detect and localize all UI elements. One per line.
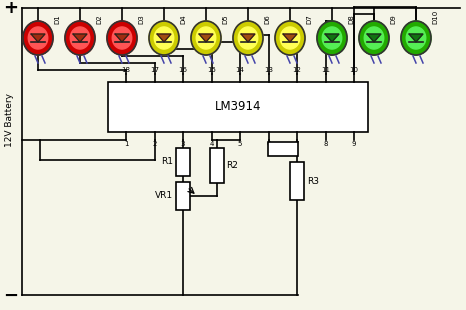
Text: +: + [3,0,18,17]
Polygon shape [157,34,171,42]
Polygon shape [199,34,213,42]
Text: 5: 5 [238,141,242,147]
Text: R1: R1 [161,157,173,166]
Ellipse shape [154,27,174,49]
Text: 13: 13 [264,67,273,73]
Ellipse shape [70,27,90,49]
Text: D8: D8 [348,14,354,24]
Text: 12: 12 [293,67,302,73]
Polygon shape [325,34,339,42]
Bar [176,182,190,210]
Bar [290,162,304,200]
Text: 16: 16 [178,67,187,73]
Ellipse shape [317,21,347,55]
Ellipse shape [28,27,48,49]
Text: 9: 9 [352,141,356,147]
Text: R2: R2 [226,161,239,170]
Text: 11: 11 [321,67,330,73]
Ellipse shape [280,27,300,49]
Polygon shape [31,34,45,42]
Text: 18: 18 [122,67,130,73]
Ellipse shape [112,27,132,49]
Polygon shape [73,34,87,42]
Text: 14: 14 [235,67,245,73]
Ellipse shape [107,21,137,55]
Text: D3: D3 [138,14,144,24]
Text: 4: 4 [209,141,214,147]
Bar [108,82,368,132]
Text: 12V Battery: 12V Battery [6,93,14,147]
Polygon shape [283,34,297,42]
Text: D6: D6 [264,14,270,24]
Ellipse shape [401,21,431,55]
Ellipse shape [196,27,216,49]
Polygon shape [115,34,129,42]
Ellipse shape [322,27,342,49]
Ellipse shape [65,21,95,55]
Ellipse shape [364,27,384,49]
Text: R3: R3 [307,176,319,185]
Bar [210,148,224,183]
Text: D1: D1 [54,14,60,24]
Ellipse shape [275,21,305,55]
Bar [176,148,190,176]
Bar [267,142,298,156]
Ellipse shape [191,21,221,55]
Text: D7: D7 [306,14,312,24]
Ellipse shape [238,27,258,49]
Text: D2: D2 [96,14,102,24]
Text: VR1: VR1 [155,192,173,201]
Text: 17: 17 [150,67,159,73]
Ellipse shape [23,21,53,55]
Polygon shape [367,34,381,42]
Ellipse shape [359,21,389,55]
Polygon shape [241,34,255,42]
Ellipse shape [406,27,426,49]
Text: 2: 2 [152,141,157,147]
Ellipse shape [149,21,179,55]
Text: 7: 7 [295,141,299,147]
Text: D5: D5 [222,14,228,24]
Text: D9: D9 [390,14,396,24]
Ellipse shape [233,21,263,55]
Polygon shape [409,34,423,42]
Text: 15: 15 [207,67,216,73]
Text: 3: 3 [181,141,185,147]
Text: 1: 1 [124,141,128,147]
Text: LM3914: LM3914 [215,100,261,113]
Text: D4: D4 [180,14,186,24]
Text: 10: 10 [350,67,358,73]
Text: D10: D10 [432,10,438,24]
Text: 8: 8 [323,141,328,147]
Text: −: − [3,287,18,305]
Text: 6: 6 [266,141,271,147]
